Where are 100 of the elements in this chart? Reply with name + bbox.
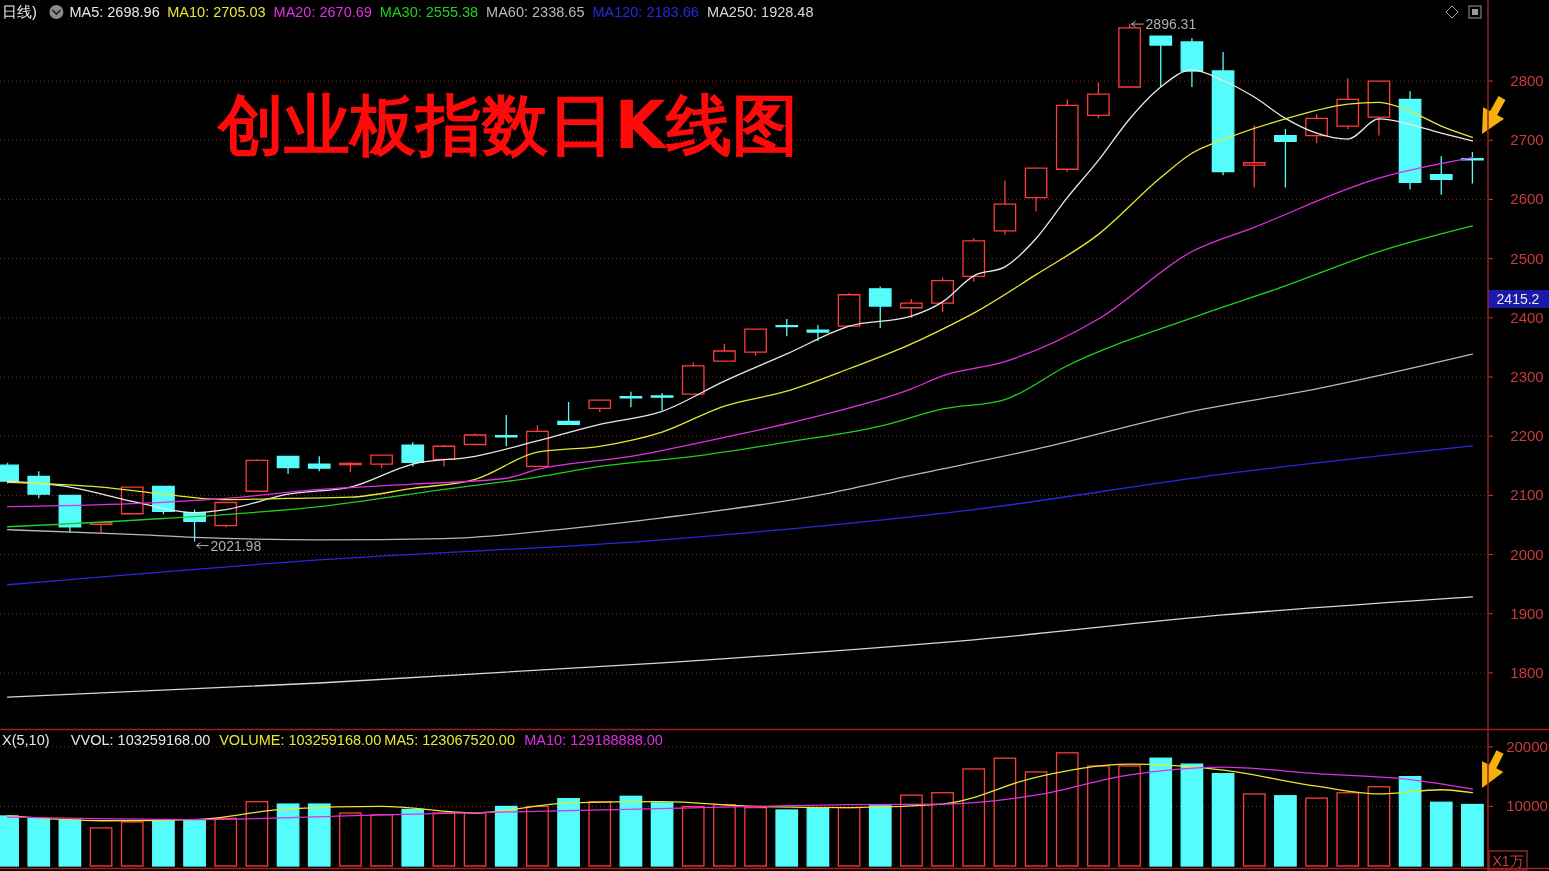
text: 创业板指数日K线图 bbox=[216, 87, 798, 164]
candlestick bbox=[1242, 124, 1266, 189]
candlestick bbox=[401, 441, 425, 468]
line-series bbox=[6, 596, 1474, 698]
annotation: 日线) bbox=[2, 4, 37, 20]
candlestick bbox=[432, 444, 456, 468]
bar bbox=[868, 805, 892, 867]
candlestick bbox=[120, 486, 144, 515]
bar bbox=[775, 809, 799, 867]
y-tick-label: 2300 bbox=[1510, 368, 1544, 386]
text: MA120: 2183.66 bbox=[592, 4, 699, 20]
candlestick bbox=[868, 285, 892, 329]
candlestick bbox=[713, 343, 736, 362]
text: MA10: 2705.03 bbox=[167, 4, 266, 20]
text: MA250: 1928.48 bbox=[707, 4, 814, 20]
candlestick bbox=[1305, 113, 1328, 144]
bar bbox=[1024, 771, 1048, 867]
candlestick bbox=[276, 455, 300, 475]
bar bbox=[214, 817, 238, 867]
candlestick bbox=[1024, 167, 1048, 212]
text: MA5: 2698.96 bbox=[69, 4, 160, 20]
candlestick bbox=[993, 179, 1017, 236]
y-tick-label: 2600 bbox=[1510, 190, 1544, 208]
y-tick-label: 2400 bbox=[1510, 308, 1544, 326]
bar bbox=[557, 798, 580, 867]
bar bbox=[588, 801, 612, 867]
candlestick bbox=[526, 424, 549, 468]
y-tick-label: 2800 bbox=[1510, 72, 1544, 90]
candlestick bbox=[744, 328, 767, 357]
candlestick bbox=[1336, 77, 1360, 130]
annotation: X(5,10) bbox=[2, 732, 50, 748]
candlestick bbox=[900, 298, 923, 319]
line-series bbox=[6, 225, 1474, 528]
bar bbox=[806, 806, 830, 867]
line-series bbox=[6, 445, 1474, 586]
candlestick bbox=[1149, 35, 1173, 88]
bar bbox=[681, 805, 705, 867]
candlestick bbox=[1398, 90, 1422, 191]
candlestick bbox=[1055, 98, 1079, 173]
candlestick bbox=[370, 454, 393, 469]
bar bbox=[1461, 803, 1484, 867]
candlestick bbox=[1429, 155, 1453, 196]
bar bbox=[401, 808, 425, 867]
text: MA30: 2555.38 bbox=[379, 4, 479, 20]
line-series bbox=[6, 353, 1474, 541]
candlestick bbox=[931, 276, 954, 313]
bar bbox=[1211, 773, 1235, 867]
y-axis-title: X1万 bbox=[1492, 853, 1524, 869]
y-tick-label: 2700 bbox=[1510, 131, 1544, 149]
y-tick-label: 2000 bbox=[1510, 545, 1544, 563]
text: MA5: 123067520.00 bbox=[384, 732, 515, 748]
bar bbox=[1398, 776, 1422, 867]
bar bbox=[183, 819, 206, 867]
candlestick bbox=[1211, 51, 1235, 176]
candlestick bbox=[775, 318, 799, 337]
bar bbox=[962, 768, 986, 867]
bar bbox=[931, 792, 954, 867]
candlestick bbox=[494, 414, 518, 447]
text: MA10: 129188888.00 bbox=[524, 732, 663, 748]
bar bbox=[1367, 786, 1391, 867]
bar bbox=[900, 794, 923, 867]
candlestick bbox=[557, 401, 580, 426]
candlestick bbox=[1180, 37, 1204, 88]
annotation: VVOL: 103259168.00 bbox=[70, 732, 211, 748]
text: 2415.2 bbox=[1496, 291, 1540, 307]
candlestick bbox=[27, 470, 51, 499]
candlestick bbox=[1367, 80, 1391, 137]
bar bbox=[152, 819, 175, 867]
y-tick-label: 20000 bbox=[1506, 737, 1548, 755]
y-tick-label: 1900 bbox=[1510, 604, 1544, 622]
bar bbox=[463, 812, 487, 867]
y-tick-label: 1800 bbox=[1510, 663, 1544, 681]
bar bbox=[713, 804, 736, 867]
candlestick bbox=[307, 455, 331, 472]
bar bbox=[744, 806, 767, 867]
candlestick bbox=[619, 391, 643, 408]
bar bbox=[245, 801, 269, 867]
candlestick bbox=[962, 237, 986, 283]
bar bbox=[120, 821, 144, 867]
annotation: VOLUME: 103259168.00 bbox=[219, 732, 382, 748]
bar bbox=[993, 757, 1017, 867]
text: MA20: 2670.69 bbox=[273, 4, 372, 20]
candlestick bbox=[837, 292, 861, 327]
bar bbox=[1149, 757, 1173, 867]
candlestick bbox=[89, 521, 113, 534]
candlestick bbox=[214, 501, 238, 529]
bar bbox=[1305, 797, 1328, 867]
candlestick bbox=[463, 432, 487, 446]
candlestick bbox=[339, 461, 362, 473]
bar bbox=[27, 818, 51, 867]
candlestick bbox=[650, 392, 674, 411]
y-tick-label: 2200 bbox=[1510, 427, 1544, 445]
bar bbox=[1055, 752, 1079, 867]
bar bbox=[1336, 792, 1360, 867]
candlestick bbox=[681, 361, 705, 395]
bar bbox=[650, 802, 674, 867]
bar bbox=[494, 805, 518, 867]
bar bbox=[619, 795, 643, 867]
candlestick bbox=[1274, 128, 1297, 189]
bar bbox=[1274, 795, 1297, 867]
